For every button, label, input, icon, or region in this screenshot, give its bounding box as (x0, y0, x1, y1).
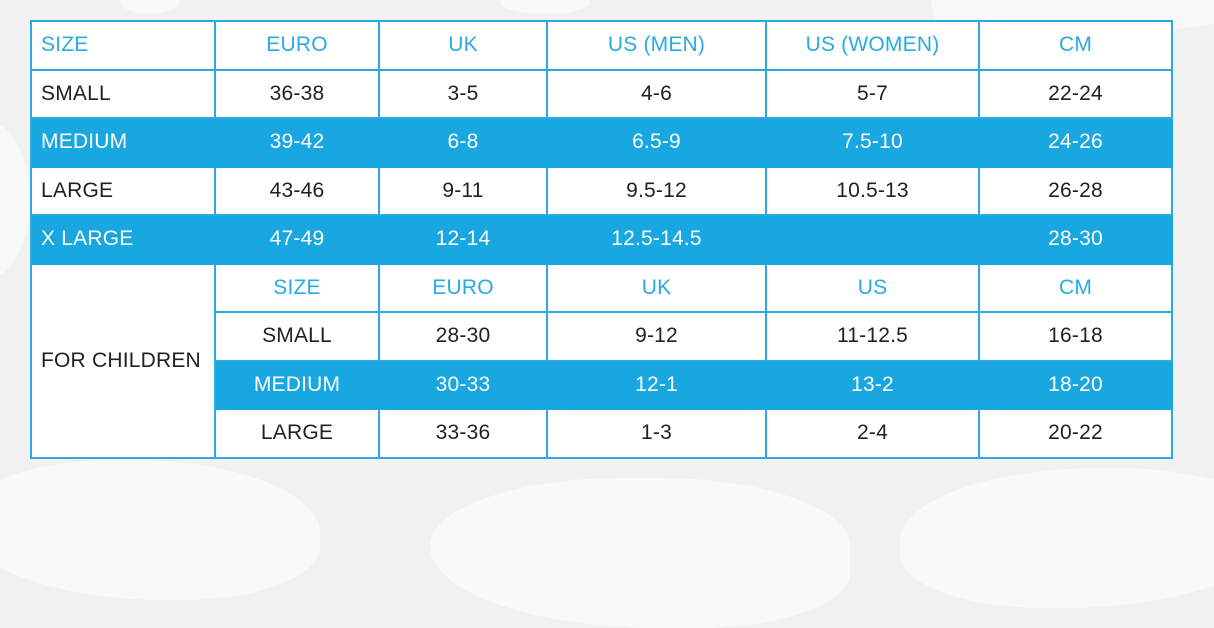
children-column-header-cm: CM (980, 264, 1173, 313)
table-cell: 6-8 (380, 119, 548, 168)
table-cell: 7.5-10 (767, 119, 980, 168)
row-label: LARGE (216, 410, 380, 459)
children-header-row: FOR CHILDREN SIZE EURO UK US CM (32, 264, 1173, 459)
table-cell: 47-49 (216, 216, 380, 265)
table-cell: 16-18 (980, 313, 1173, 362)
table-cell: 24-26 (980, 119, 1173, 168)
row-label: LARGE (32, 167, 216, 216)
table-cell: 13-2 (767, 361, 980, 410)
table-cell: 2-4 (767, 410, 980, 459)
table-cell: 26-28 (980, 167, 1173, 216)
table-cell: 3-5 (380, 70, 548, 119)
size-chart-table: SIZE EURO UK US (MEN) US (WOMEN) CM SMAL… (30, 20, 1173, 459)
adult-row-xlarge: X LARGE 47-49 12-14 12.5-14.5 28-30 (32, 216, 1173, 265)
children-row-medium: MEDIUM 30-33 12-1 13-2 18-20 (32, 361, 1173, 410)
table-cell: 11-12.5 (767, 313, 980, 362)
table-cell: 33-36 (380, 410, 548, 459)
table-cell: 36-38 (216, 70, 380, 119)
table-cell: 9-12 (548, 313, 767, 362)
background-pattern-shape (430, 478, 850, 628)
children-row-large: LARGE 33-36 1-3 2-4 20-22 (32, 410, 1173, 459)
table-cell: 20-22 (980, 410, 1173, 459)
children-section-label: FOR CHILDREN (32, 264, 216, 459)
background-pattern-shape (120, 0, 180, 14)
adult-header-row: SIZE EURO UK US (MEN) US (WOMEN) CM (32, 22, 1173, 71)
table-cell: 1-3 (548, 410, 767, 459)
column-header-uk: UK (380, 22, 548, 71)
children-column-header-size: SIZE (216, 264, 380, 313)
row-label: X LARGE (32, 216, 216, 265)
background-pattern-shape (0, 120, 30, 280)
table-cell: 5-7 (767, 70, 980, 119)
children-column-header-uk: UK (548, 264, 767, 313)
table-cell (767, 216, 980, 265)
row-label: SMALL (32, 70, 216, 119)
table-cell: 12-1 (548, 361, 767, 410)
adult-row-large: LARGE 43-46 9-11 9.5-12 10.5-13 26-28 (32, 167, 1173, 216)
children-row-small: SMALL 28-30 9-12 11-12.5 16-18 (32, 313, 1173, 362)
table-cell: 9.5-12 (548, 167, 767, 216)
table-cell: 28-30 (980, 216, 1173, 265)
column-header-euro: EURO (216, 22, 380, 71)
table-cell: 28-30 (380, 313, 548, 362)
children-column-header-euro: EURO (380, 264, 548, 313)
column-header-us-men: US (MEN) (548, 22, 767, 71)
table-cell: 4-6 (548, 70, 767, 119)
table-cell: 6.5-9 (548, 119, 767, 168)
adult-row-small: SMALL 36-38 3-5 4-6 5-7 22-24 (32, 70, 1173, 119)
column-header-us-women: US (WOMEN) (767, 22, 980, 71)
children-column-header-us: US (767, 264, 980, 313)
table-cell: 9-11 (380, 167, 548, 216)
column-header-cm: CM (980, 22, 1173, 71)
row-label: MEDIUM (32, 119, 216, 168)
row-label: MEDIUM (216, 361, 380, 410)
background-pattern-shape (500, 0, 590, 14)
table-cell: 39-42 (216, 119, 380, 168)
table-cell: 10.5-13 (767, 167, 980, 216)
background-pattern-shape (0, 460, 320, 600)
table-cell: 18-20 (980, 361, 1173, 410)
table-cell: 30-33 (380, 361, 548, 410)
table-cell: 12.5-14.5 (548, 216, 767, 265)
column-header-size: SIZE (32, 22, 216, 71)
table-cell: 22-24 (980, 70, 1173, 119)
row-label: SMALL (216, 313, 380, 362)
table-cell: 43-46 (216, 167, 380, 216)
background-pattern-shape (900, 468, 1214, 608)
adult-row-medium: MEDIUM 39-42 6-8 6.5-9 7.5-10 24-26 (32, 119, 1173, 168)
table-cell: 12-14 (380, 216, 548, 265)
